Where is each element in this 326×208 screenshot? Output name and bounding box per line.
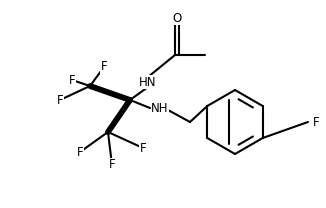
Text: F: F [57,94,63,106]
Text: F: F [140,141,146,155]
Text: F: F [313,115,319,129]
Text: F: F [77,146,83,158]
Text: O: O [172,11,182,25]
Text: HN: HN [139,76,157,88]
Text: F: F [109,158,115,172]
Text: NH: NH [151,102,169,114]
Text: F: F [69,73,75,87]
Text: F: F [101,61,107,73]
